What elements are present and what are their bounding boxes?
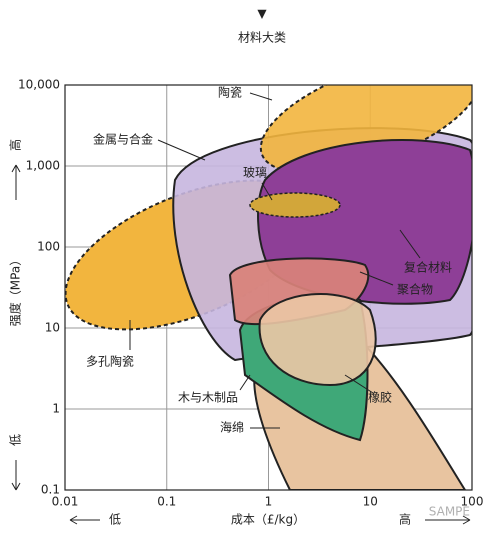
y-tick-label: 1 [52,402,60,416]
region-label: 玻璃 [243,166,267,180]
chart-title: 材料大类 [238,31,286,45]
y-tick-label: 10,000 [18,78,60,92]
arrow-left [69,515,100,525]
wood-region [258,293,377,387]
region-label: 橡胶 [368,390,392,405]
x-tick-label: 0.01 [52,495,79,509]
region-label: 复合材料 [404,260,452,275]
y-low: 低 [9,434,23,446]
ceramics-region [259,85,472,174]
y-tick-label: 1,000 [26,159,60,173]
arrow-right [425,515,471,525]
x-tick-label: 1 [265,495,273,509]
region-label: 金属与合金 [93,132,153,147]
region-label: 海绵 [220,420,244,435]
x-tick-label: 0.1 [157,495,176,509]
region-label: 多孔陶瓷 [86,354,134,369]
glass-region [249,192,341,218]
leaders [129,92,421,429]
region-label: 陶瓷 [218,85,242,100]
region-labels: 陶瓷 金属与合金 玻璃 复合材料 聚合物 多孔陶瓷 木与木制品 橡胶 海绵 [86,85,452,435]
x-tick-label: 10 [363,495,378,509]
arrow-down [11,460,21,491]
y-tick-label: 0.1 [41,483,60,497]
y-axis-label: 强度（MPa） [8,254,23,326]
x-tick-label: 100 [461,495,484,509]
x-low: 低 [109,513,121,527]
region-label: 聚合物 [397,282,433,297]
y-tick-label: 100 [37,240,60,254]
arrow-up [11,164,21,200]
plot-frame [64,84,473,491]
region-label: 木与木制品 [178,391,238,405]
y-high: 高 [8,139,23,151]
top-marker: ▼ [257,7,267,21]
regions [65,85,472,490]
y-tick-label: 10 [45,321,60,335]
x-high: 高 [399,512,411,527]
watermark: SAMPE [429,505,470,519]
x-axis-label: 成本（£/kg） [231,513,305,527]
